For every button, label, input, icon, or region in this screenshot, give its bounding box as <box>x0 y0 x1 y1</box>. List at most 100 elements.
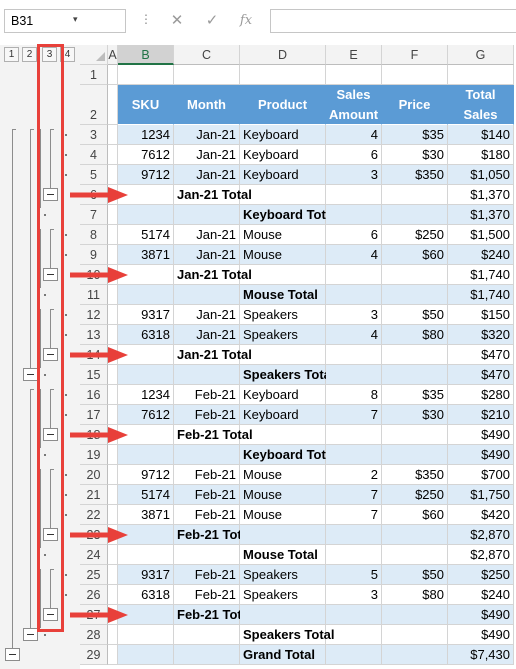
cell-price[interactable]: $250 <box>382 485 448 505</box>
cell-subtotal[interactable]: $470 <box>448 345 514 365</box>
header-month[interactable]: Month <box>174 85 240 125</box>
column-header-a[interactable]: A <box>108 45 118 65</box>
row-header[interactable]: 13 <box>80 325 108 345</box>
collapse-group-button[interactable] <box>23 368 38 381</box>
cell-a[interactable] <box>108 205 118 225</box>
cell-b[interactable] <box>118 185 174 205</box>
cell-d[interactable] <box>240 605 326 625</box>
cell-subtotal[interactable]: $490 <box>448 625 514 645</box>
row-header[interactable]: 24 <box>80 545 108 565</box>
row-header[interactable]: 21 <box>80 485 108 505</box>
cell-sku[interactable]: 3871 <box>118 245 174 265</box>
cell-product-total-label[interactable]: Keyboard Total <box>240 205 337 225</box>
cell-sku[interactable]: 9712 <box>118 465 174 485</box>
cell-sku[interactable]: 1234 <box>118 125 174 145</box>
cell-month[interactable]: Feb-21 <box>174 505 240 525</box>
outline-level-1-button[interactable]: 1 <box>4 47 19 62</box>
cell-e[interactable] <box>326 205 382 225</box>
cell-month[interactable]: Feb-21 <box>174 385 240 405</box>
cell-a[interactable] <box>108 285 118 305</box>
cell-sales-amount[interactable]: 4 <box>326 125 382 145</box>
cell-product[interactable]: Mouse <box>240 245 326 265</box>
row-header[interactable]: 20 <box>80 465 108 485</box>
cell-e[interactable] <box>326 285 382 305</box>
cell-b[interactable] <box>118 525 174 545</box>
cell-subtotal[interactable]: $7,430 <box>448 645 514 665</box>
cell-month[interactable]: Jan-21 <box>174 165 240 185</box>
header-total-sales[interactable]: Total Sales <box>448 85 514 125</box>
cell-f[interactable] <box>382 605 448 625</box>
cell-sku[interactable]: 1234 <box>118 385 174 405</box>
cell-total-sales[interactable]: $250 <box>448 565 514 585</box>
cell-product[interactable]: Speakers <box>240 585 326 605</box>
cell-total-sales[interactable]: $150 <box>448 305 514 325</box>
cell-f[interactable] <box>382 205 448 225</box>
header-sku[interactable]: SKU <box>118 85 174 125</box>
cell-sku[interactable]: 6318 <box>118 585 174 605</box>
cell-e[interactable] <box>326 185 382 205</box>
cell-price[interactable]: $80 <box>382 325 448 345</box>
row-header[interactable]: 7 <box>80 205 108 225</box>
cell-product[interactable]: Keyboard <box>240 165 326 185</box>
cell-product[interactable]: Keyboard <box>240 145 326 165</box>
cell-total-sales[interactable]: $420 <box>448 505 514 525</box>
cell-sales-amount[interactable]: 7 <box>326 485 382 505</box>
cell-month-total-label[interactable]: Feb-21 Total <box>174 525 253 545</box>
column-header-g[interactable]: G <box>448 45 514 65</box>
cell-month-total-label[interactable]: Feb-21 Total <box>174 605 253 625</box>
header-sales-amount[interactable]: Sales Amount <box>326 85 382 125</box>
cell-price[interactable]: $250 <box>382 225 448 245</box>
cell-b[interactable] <box>118 645 174 665</box>
cell-price[interactable]: $35 <box>382 125 448 145</box>
chevron-down-icon[interactable]: ▾ <box>73 14 78 24</box>
cell-b[interactable] <box>118 425 174 445</box>
cell-sku[interactable]: 7612 <box>118 145 174 165</box>
cell-d[interactable] <box>240 345 326 365</box>
cell-total-sales[interactable]: $280 <box>448 385 514 405</box>
cell-price[interactable]: $350 <box>382 165 448 185</box>
cell-total-sales[interactable]: $240 <box>448 585 514 605</box>
cell-month[interactable]: Feb-21 <box>174 465 240 485</box>
cell-e[interactable] <box>326 425 382 445</box>
cell-product-total-label[interactable]: Mouse Total <box>240 545 326 565</box>
row-header[interactable]: 4 <box>80 145 108 165</box>
cell-total-sales[interactable]: $210 <box>448 405 514 425</box>
cell-product[interactable]: Speakers <box>240 325 326 345</box>
cell-product[interactable]: Keyboard <box>240 405 326 425</box>
insert-function-icon[interactable]: fx <box>239 13 253 28</box>
row-header[interactable]: 11 <box>80 285 108 305</box>
formula-input[interactable] <box>270 9 516 33</box>
cell-subtotal[interactable]: $1,370 <box>448 205 514 225</box>
cell-blank[interactable] <box>174 65 240 85</box>
row-header[interactable]: 8 <box>80 225 108 245</box>
cell-sales-amount[interactable]: 7 <box>326 505 382 525</box>
cell-product-total-label[interactable]: Keyboard Total <box>240 445 337 465</box>
header-price[interactable]: Price <box>382 85 448 125</box>
cell-month[interactable]: Jan-21 <box>174 305 240 325</box>
cancel-icon[interactable]: ✕ <box>170 12 184 29</box>
row-header[interactable]: 15 <box>80 365 108 385</box>
cell-e[interactable] <box>326 625 382 645</box>
cell-product[interactable]: Keyboard <box>240 125 326 145</box>
cell-a[interactable] <box>108 365 118 385</box>
cell-sales-amount[interactable]: 8 <box>326 385 382 405</box>
cell-f[interactable] <box>382 525 448 545</box>
cell-price[interactable]: $30 <box>382 405 448 425</box>
cell-a[interactable] <box>108 385 118 405</box>
cell-product[interactable]: Mouse <box>240 505 326 525</box>
cell-e[interactable] <box>326 605 382 625</box>
cell-sku[interactable]: 9317 <box>118 305 174 325</box>
column-header-e[interactable]: E <box>326 45 382 65</box>
cell-product[interactable]: Mouse <box>240 225 326 245</box>
cell-subtotal[interactable]: $490 <box>448 605 514 625</box>
cell-total-sales[interactable]: $1,750 <box>448 485 514 505</box>
cell-a[interactable] <box>108 225 118 245</box>
outline-level-2-button[interactable]: 2 <box>22 47 37 62</box>
cell-a[interactable] <box>108 445 118 465</box>
name-box[interactable]: B31 ▾ <box>4 9 126 33</box>
row-header[interactable]: 12 <box>80 305 108 325</box>
cell-subtotal[interactable]: $2,870 <box>448 545 514 565</box>
row-header[interactable]: 1 <box>80 65 108 85</box>
cell-price[interactable]: $350 <box>382 465 448 485</box>
drag-handle-icon[interactable]: ⋮ <box>140 12 152 26</box>
